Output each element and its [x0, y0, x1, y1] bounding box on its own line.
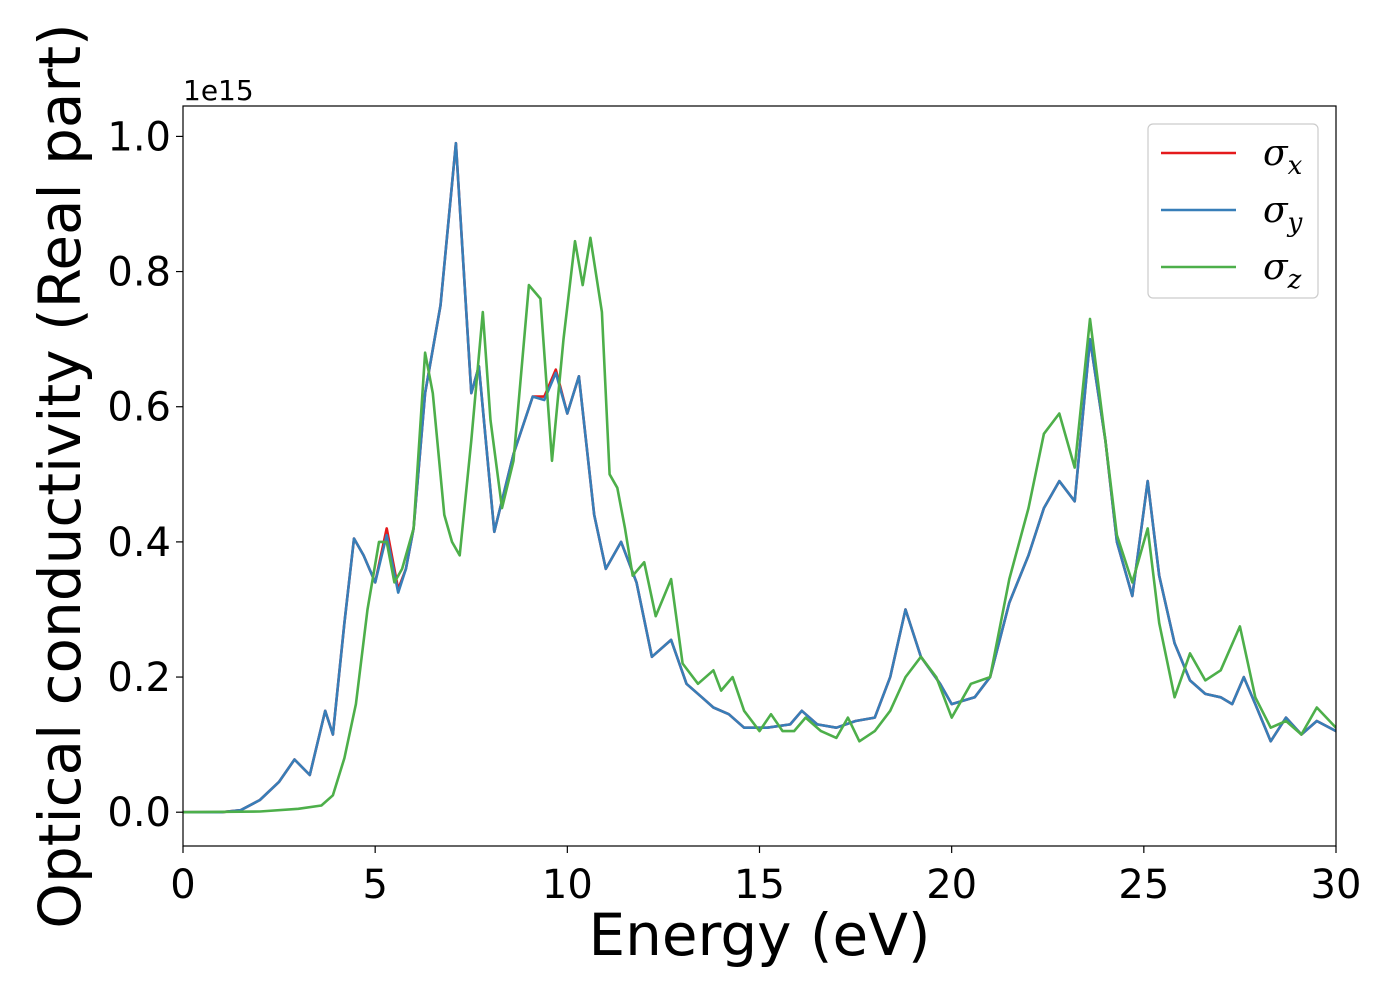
y-tick-label: 0.4	[107, 520, 171, 566]
legend-subscript: y	[1287, 208, 1303, 238]
y-axis-label: Optical conductivity (Real part)	[26, 23, 94, 928]
y-tick-label: 0.6	[107, 385, 171, 431]
legend-symbol: σ	[1263, 247, 1289, 288]
series-line-y	[183, 141, 1336, 814]
legend-label-x: σx	[1263, 133, 1303, 181]
y-offset-label: 1e15	[183, 74, 254, 107]
y-tick-label: 1.0	[107, 114, 171, 160]
x-tick-label: 15	[734, 862, 785, 908]
y-tick-label: 0.0	[107, 790, 171, 836]
legend-label-z: σz	[1263, 247, 1302, 295]
x-tick-label: 0	[170, 862, 195, 908]
plot-area	[182, 105, 1337, 847]
x-tick-label: 5	[362, 862, 387, 908]
x-axis-ticks: 0 5 10 15 20 25 30	[170, 846, 1361, 908]
x-tick-label: 20	[926, 862, 977, 908]
series-line-z	[183, 236, 1336, 814]
y-axis-ticks: 0.0 0.2 0.4 0.6 0.8 1.0	[107, 114, 183, 836]
x-tick-label: 30	[1311, 862, 1362, 908]
series-layer	[183, 141, 1336, 814]
legend-symbol: σ	[1263, 133, 1289, 174]
x-tick-label: 25	[1118, 862, 1169, 908]
legend-symbol: σ	[1263, 190, 1289, 231]
legend-label-y: σy	[1263, 190, 1303, 238]
legend-subscript: z	[1287, 265, 1302, 295]
y-tick-label: 0.8	[107, 250, 171, 296]
plot-background	[183, 106, 1336, 846]
x-tick-label: 10	[542, 862, 593, 908]
x-axis-label: Energy (eV)	[588, 901, 930, 969]
y-tick-label: 0.2	[107, 655, 171, 701]
legend-subscript: x	[1288, 151, 1303, 181]
